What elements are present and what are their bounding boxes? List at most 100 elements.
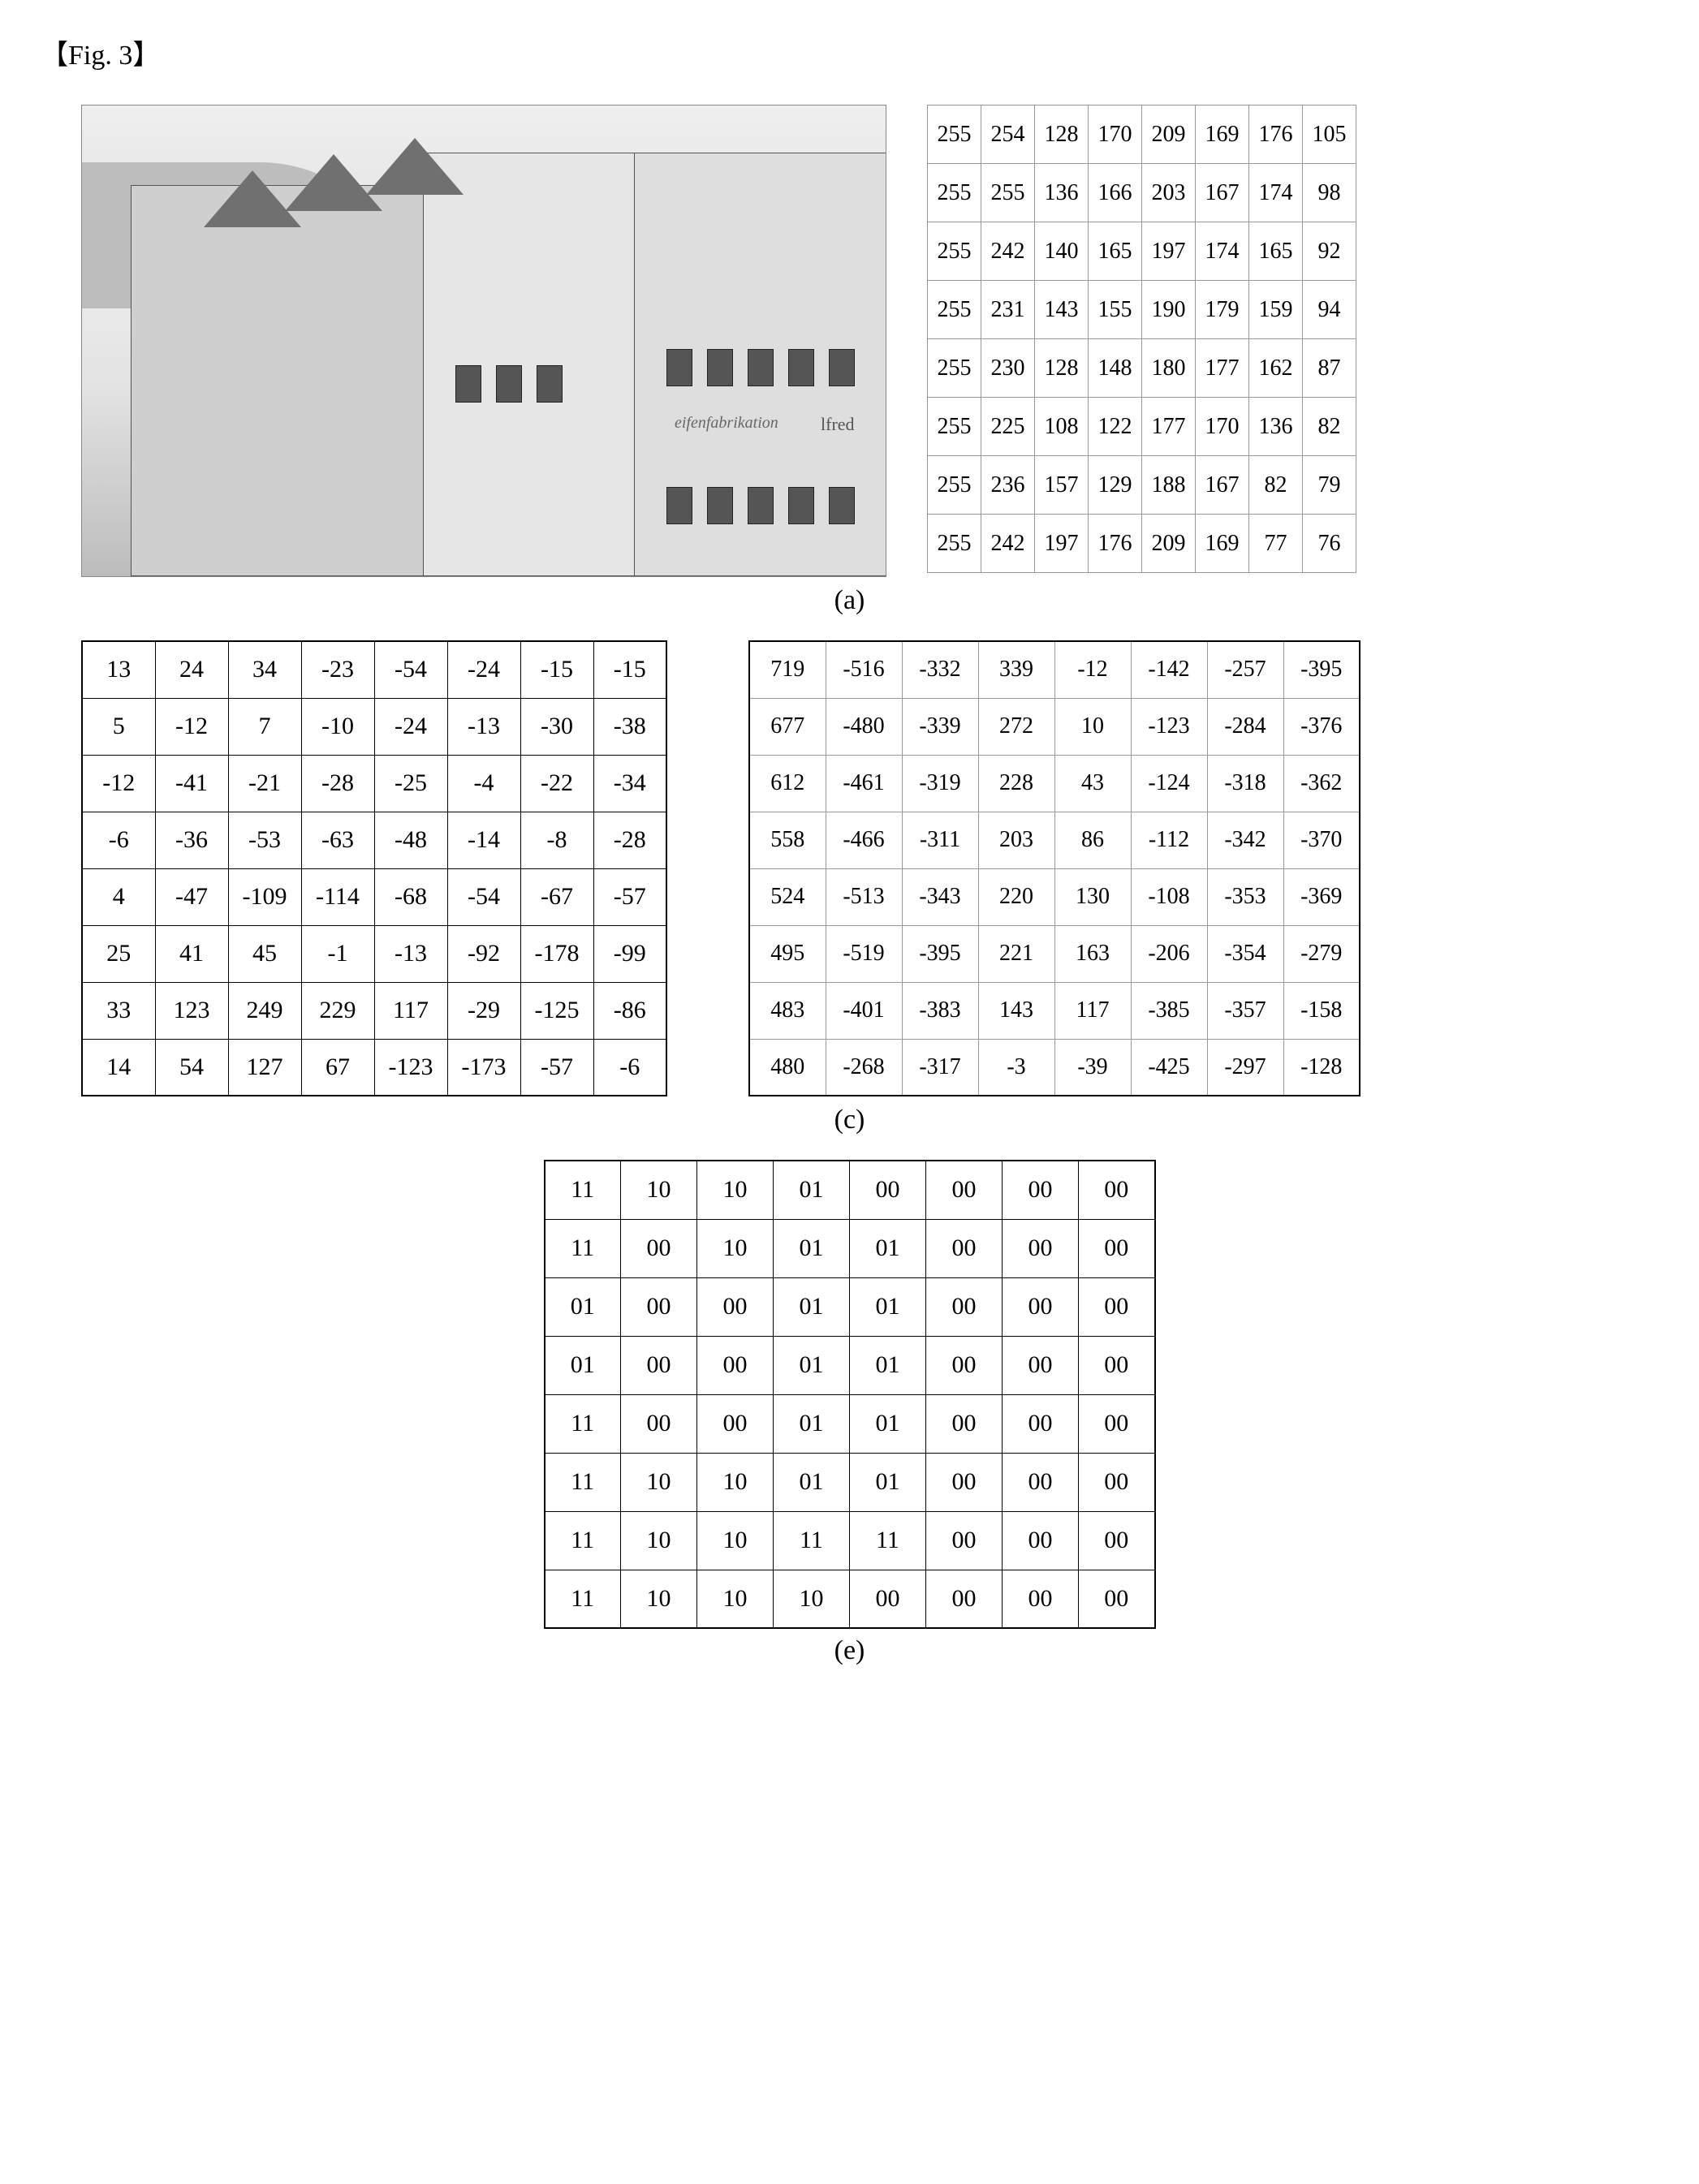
table-cell: 00 bbox=[1079, 1453, 1155, 1511]
table-cell: 01 bbox=[774, 1219, 850, 1277]
table-cell: 00 bbox=[850, 1570, 926, 1628]
table-cell: 00 bbox=[621, 1336, 697, 1394]
table-cell: 92 bbox=[1303, 222, 1356, 281]
table-cell: -63 bbox=[301, 812, 374, 868]
table-cell: -23 bbox=[301, 641, 374, 698]
table-cell: 255 bbox=[981, 164, 1035, 222]
table-cell: 01 bbox=[850, 1336, 926, 1394]
table-cell: 86 bbox=[1054, 812, 1131, 868]
table-cell: -362 bbox=[1283, 755, 1360, 812]
table-cell: -36 bbox=[155, 812, 228, 868]
table-cell: 11 bbox=[850, 1511, 926, 1570]
table-cell: -92 bbox=[447, 925, 520, 982]
table-cell: 143 bbox=[978, 982, 1054, 1039]
table-row: 5-127-10-24-13-30-38 bbox=[82, 698, 666, 755]
table-cell: -142 bbox=[1131, 641, 1207, 698]
table-cell: -38 bbox=[593, 698, 666, 755]
table-cell: 140 bbox=[1035, 222, 1089, 281]
table-cell: -41 bbox=[155, 755, 228, 812]
table-cell: 01 bbox=[850, 1394, 926, 1453]
table-cell: -1 bbox=[301, 925, 374, 982]
table-cell: -353 bbox=[1207, 868, 1283, 925]
table-cell: 220 bbox=[978, 868, 1054, 925]
table-row: 25525513616620316717498 bbox=[928, 164, 1356, 222]
table-cell: 01 bbox=[774, 1394, 850, 1453]
table-cell: 129 bbox=[1089, 456, 1142, 515]
photo-window bbox=[496, 365, 522, 403]
table-cell: 00 bbox=[926, 1394, 1003, 1453]
table-row: 480-268-317-3-39-425-297-128 bbox=[749, 1039, 1360, 1096]
sublabel-c: (c) bbox=[41, 1105, 1658, 1135]
table-cell: 170 bbox=[1089, 106, 1142, 164]
table-cell: -47 bbox=[155, 868, 228, 925]
table-cell: -257 bbox=[1207, 641, 1283, 698]
table-cell: -8 bbox=[520, 812, 593, 868]
table-cell: 169 bbox=[1196, 515, 1249, 573]
table-cell: 148 bbox=[1089, 339, 1142, 398]
table-row: 1110100100000000 bbox=[545, 1161, 1155, 1219]
table-cell: -67 bbox=[520, 868, 593, 925]
table-cell: 34 bbox=[228, 641, 301, 698]
table-cell: 612 bbox=[749, 755, 826, 812]
table-row: 0100000101000000 bbox=[545, 1277, 1155, 1336]
table-cell: -279 bbox=[1283, 925, 1360, 982]
table-row: 719-516-332339-12-142-257-395 bbox=[749, 641, 1360, 698]
table-cell: -54 bbox=[447, 868, 520, 925]
table-cell: 01 bbox=[774, 1161, 850, 1219]
table-cell: 190 bbox=[1142, 281, 1196, 339]
photo-window bbox=[666, 487, 692, 524]
table-cell: 165 bbox=[1089, 222, 1142, 281]
table-cell: 174 bbox=[1249, 164, 1303, 222]
table-cell: 209 bbox=[1142, 515, 1196, 573]
table-cell: 167 bbox=[1196, 164, 1249, 222]
table-cell: 176 bbox=[1089, 515, 1142, 573]
table-cell: -54 bbox=[374, 641, 447, 698]
table-cell: -28 bbox=[301, 755, 374, 812]
table-cell: 143 bbox=[1035, 281, 1089, 339]
table-cell: 272 bbox=[978, 698, 1054, 755]
table-cell: 255 bbox=[928, 456, 981, 515]
pixel-value-table: 2552541281702091691761052552551361662031… bbox=[927, 105, 1356, 573]
table-cell: 11 bbox=[545, 1453, 621, 1511]
binary-code-table: 1110100100000000110010010100000001000001… bbox=[544, 1160, 1156, 1629]
table-cell: 229 bbox=[301, 982, 374, 1039]
table-cell: 00 bbox=[926, 1161, 1003, 1219]
table-cell: 170 bbox=[1196, 398, 1249, 456]
table-row: 1100000101000000 bbox=[545, 1394, 1155, 1453]
photo-window bbox=[788, 487, 814, 524]
table-cell: 10 bbox=[621, 1570, 697, 1628]
table-cell: 209 bbox=[1142, 106, 1196, 164]
table-cell: -123 bbox=[374, 1039, 447, 1096]
table-cell: -461 bbox=[826, 755, 902, 812]
table-cell: 122 bbox=[1089, 398, 1142, 456]
table-cell: 00 bbox=[926, 1277, 1003, 1336]
table-cell: -173 bbox=[447, 1039, 520, 1096]
table-row: 145412767-123-173-57-6 bbox=[82, 1039, 666, 1096]
table-cell: 255 bbox=[928, 339, 981, 398]
table-cell: -480 bbox=[826, 698, 902, 755]
table-cell: 225 bbox=[981, 398, 1035, 456]
table-cell: 242 bbox=[981, 222, 1035, 281]
table-cell: -178 bbox=[520, 925, 593, 982]
table-cell: 00 bbox=[1003, 1219, 1079, 1277]
table-cell: 117 bbox=[374, 982, 447, 1039]
table-cell: -114 bbox=[301, 868, 374, 925]
table-row: 612-461-31922843-124-318-362 bbox=[749, 755, 1360, 812]
table-cell: 45 bbox=[228, 925, 301, 982]
table-cell: 221 bbox=[978, 925, 1054, 982]
table-cell: 177 bbox=[1142, 398, 1196, 456]
table-cell: 255 bbox=[928, 106, 981, 164]
table-cell: 10 bbox=[621, 1511, 697, 1570]
photo-roof bbox=[366, 138, 464, 195]
table-cell: -425 bbox=[1131, 1039, 1207, 1096]
table-cell: -357 bbox=[1207, 982, 1283, 1039]
figure-label: 【Fig. 3】 bbox=[41, 32, 1658, 72]
table-cell: 00 bbox=[697, 1336, 774, 1394]
table-cell: -30 bbox=[520, 698, 593, 755]
table-cell: -13 bbox=[374, 925, 447, 982]
table-cell: -339 bbox=[902, 698, 978, 755]
table-cell: 10 bbox=[621, 1453, 697, 1511]
table-cell: 00 bbox=[621, 1277, 697, 1336]
table-cell: 00 bbox=[850, 1161, 926, 1219]
table-cell: 230 bbox=[981, 339, 1035, 398]
